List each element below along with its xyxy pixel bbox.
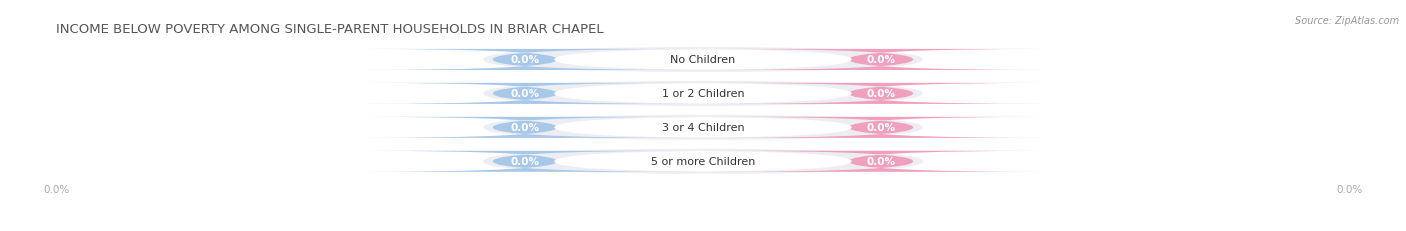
- FancyBboxPatch shape: [357, 50, 693, 71]
- FancyBboxPatch shape: [713, 50, 1049, 71]
- FancyBboxPatch shape: [357, 151, 693, 172]
- FancyBboxPatch shape: [484, 48, 922, 73]
- FancyBboxPatch shape: [713, 83, 1049, 104]
- Text: 0.0%: 0.0%: [510, 123, 540, 133]
- FancyBboxPatch shape: [554, 117, 852, 138]
- FancyBboxPatch shape: [713, 117, 1049, 138]
- FancyBboxPatch shape: [484, 115, 922, 140]
- FancyBboxPatch shape: [554, 151, 852, 172]
- Text: 0.0%: 0.0%: [510, 157, 540, 167]
- FancyBboxPatch shape: [554, 83, 852, 104]
- FancyBboxPatch shape: [554, 50, 852, 71]
- Text: 0.0%: 0.0%: [866, 123, 896, 133]
- Text: 0.0%: 0.0%: [510, 89, 540, 99]
- FancyBboxPatch shape: [713, 151, 1049, 172]
- Text: 0.0%: 0.0%: [510, 55, 540, 65]
- FancyBboxPatch shape: [357, 83, 693, 104]
- Text: No Children: No Children: [671, 55, 735, 65]
- Text: 0.0%: 0.0%: [866, 157, 896, 167]
- Text: 0.0%: 0.0%: [866, 89, 896, 99]
- Text: 3 or 4 Children: 3 or 4 Children: [662, 123, 744, 133]
- FancyBboxPatch shape: [484, 149, 922, 174]
- Text: 0.0%: 0.0%: [866, 55, 896, 65]
- Text: INCOME BELOW POVERTY AMONG SINGLE-PARENT HOUSEHOLDS IN BRIAR CHAPEL: INCOME BELOW POVERTY AMONG SINGLE-PARENT…: [56, 23, 603, 36]
- Text: Source: ZipAtlas.com: Source: ZipAtlas.com: [1295, 16, 1399, 26]
- FancyBboxPatch shape: [484, 82, 922, 106]
- Text: 1 or 2 Children: 1 or 2 Children: [662, 89, 744, 99]
- FancyBboxPatch shape: [357, 117, 693, 138]
- Text: 5 or more Children: 5 or more Children: [651, 157, 755, 167]
